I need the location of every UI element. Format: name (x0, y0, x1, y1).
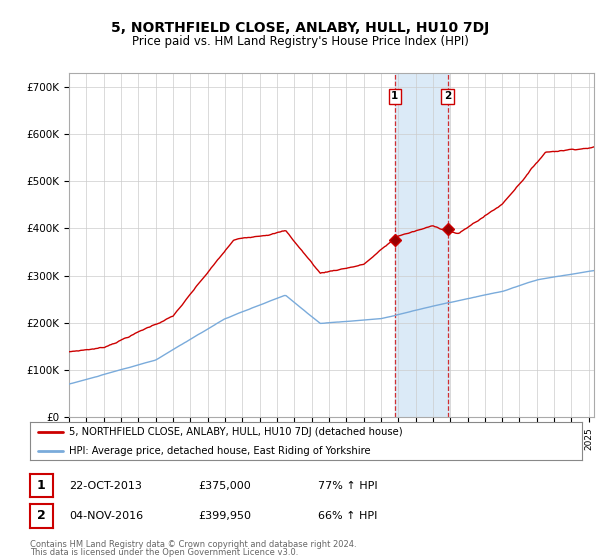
Text: 22-OCT-2013: 22-OCT-2013 (69, 480, 142, 491)
Text: 2: 2 (444, 91, 451, 101)
Text: 5, NORTHFIELD CLOSE, ANLABY, HULL, HU10 7DJ (detached house): 5, NORTHFIELD CLOSE, ANLABY, HULL, HU10 … (68, 427, 402, 437)
Text: HPI: Average price, detached house, East Riding of Yorkshire: HPI: Average price, detached house, East… (68, 446, 370, 456)
Text: 77% ↑ HPI: 77% ↑ HPI (318, 480, 377, 491)
Text: Price paid vs. HM Land Registry's House Price Index (HPI): Price paid vs. HM Land Registry's House … (131, 35, 469, 48)
Bar (395, 73, 449, 417)
Text: This data is licensed under the Open Government Licence v3.0.: This data is licensed under the Open Gov… (30, 548, 298, 557)
Text: £399,950: £399,950 (198, 511, 251, 521)
Text: 66% ↑ HPI: 66% ↑ HPI (318, 511, 377, 521)
Text: 04-NOV-2016: 04-NOV-2016 (69, 511, 143, 521)
Text: Contains HM Land Registry data © Crown copyright and database right 2024.: Contains HM Land Registry data © Crown c… (30, 540, 356, 549)
Text: 1: 1 (37, 479, 46, 492)
Text: £375,000: £375,000 (198, 480, 251, 491)
Text: 2: 2 (37, 509, 46, 522)
Text: 1: 1 (391, 91, 398, 101)
Text: 5, NORTHFIELD CLOSE, ANLABY, HULL, HU10 7DJ: 5, NORTHFIELD CLOSE, ANLABY, HULL, HU10 … (111, 21, 489, 35)
